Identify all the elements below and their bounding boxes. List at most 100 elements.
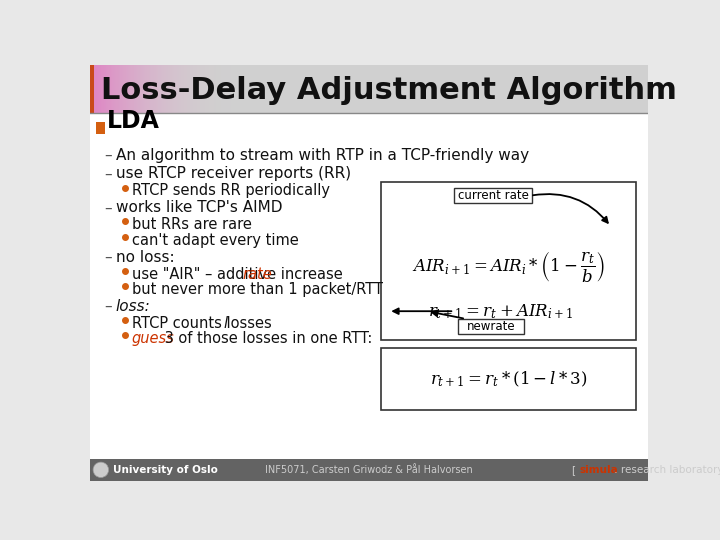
- Bar: [228, 65, 229, 112]
- Bar: [214, 65, 215, 112]
- Bar: [316, 65, 318, 112]
- Bar: [264, 65, 265, 112]
- Bar: [458, 319, 524, 334]
- Bar: [293, 65, 294, 112]
- Bar: [151, 65, 153, 112]
- Bar: [286, 65, 287, 112]
- Bar: [240, 65, 242, 112]
- Bar: [143, 65, 144, 112]
- Bar: [161, 65, 162, 112]
- Bar: [265, 65, 266, 112]
- Text: loss:: loss:: [116, 299, 150, 314]
- Text: –: –: [104, 299, 112, 314]
- Bar: [257, 65, 258, 112]
- Bar: [122, 65, 123, 112]
- Text: works like TCP's AIMD: works like TCP's AIMD: [116, 200, 282, 215]
- Bar: [266, 65, 267, 112]
- Bar: [236, 65, 238, 112]
- Bar: [258, 65, 259, 112]
- Bar: [147, 65, 148, 112]
- Bar: [291, 65, 292, 112]
- Text: Loss-Delay Adjustment Algorithm: Loss-Delay Adjustment Algorithm: [101, 76, 677, 105]
- Bar: [235, 65, 236, 112]
- Bar: [285, 65, 286, 112]
- Bar: [229, 65, 230, 112]
- Bar: [170, 65, 171, 112]
- Bar: [191, 65, 192, 112]
- Bar: [294, 65, 295, 112]
- Bar: [121, 65, 122, 112]
- Bar: [192, 65, 193, 112]
- Bar: [106, 65, 107, 112]
- Text: LDA: LDA: [107, 109, 160, 132]
- Bar: [107, 65, 108, 112]
- Bar: [381, 182, 636, 340]
- Bar: [189, 65, 191, 112]
- Bar: [222, 65, 223, 112]
- Bar: [250, 65, 251, 112]
- Bar: [166, 65, 168, 112]
- Text: $r_{t+1} = r_t + AIR_{i+1}$: $r_{t+1} = r_t + AIR_{i+1}$: [428, 302, 573, 321]
- Bar: [282, 65, 284, 112]
- Bar: [159, 65, 161, 112]
- Circle shape: [93, 462, 109, 477]
- Bar: [233, 65, 234, 112]
- Bar: [299, 65, 300, 112]
- Bar: [153, 65, 155, 112]
- Bar: [248, 65, 249, 112]
- Bar: [301, 65, 302, 112]
- Bar: [96, 65, 98, 112]
- Bar: [194, 65, 195, 112]
- Bar: [199, 65, 200, 112]
- Bar: [129, 65, 130, 112]
- Bar: [259, 65, 261, 112]
- Text: –: –: [104, 166, 112, 181]
- Bar: [176, 65, 177, 112]
- Bar: [312, 65, 314, 112]
- Bar: [99, 65, 100, 112]
- Bar: [243, 65, 244, 112]
- Bar: [304, 65, 305, 112]
- Bar: [112, 65, 113, 112]
- Bar: [186, 65, 187, 112]
- Text: but RRs are rare: but RRs are rare: [132, 217, 252, 232]
- Bar: [93, 65, 94, 112]
- Bar: [141, 65, 142, 112]
- Bar: [90, 459, 648, 481]
- Bar: [279, 65, 280, 112]
- Bar: [108, 65, 109, 112]
- Bar: [267, 65, 269, 112]
- Bar: [204, 65, 206, 112]
- Bar: [292, 65, 293, 112]
- Bar: [148, 65, 149, 112]
- Bar: [276, 65, 278, 112]
- Bar: [323, 65, 325, 112]
- Bar: [230, 65, 231, 112]
- Bar: [255, 65, 256, 112]
- Bar: [104, 65, 106, 112]
- Bar: [295, 65, 297, 112]
- Bar: [271, 65, 272, 112]
- Bar: [168, 65, 170, 112]
- Bar: [270, 65, 271, 112]
- Bar: [163, 65, 164, 112]
- Bar: [117, 65, 119, 112]
- Bar: [90, 112, 648, 459]
- Bar: [127, 65, 128, 112]
- Bar: [314, 65, 315, 112]
- Bar: [98, 65, 99, 112]
- Bar: [315, 65, 316, 112]
- Bar: [136, 65, 138, 112]
- Text: $r_{t+1} = r_t * (1 - l*3)$: $r_{t+1} = r_t * (1 - l*3)$: [430, 369, 588, 389]
- Bar: [253, 65, 255, 112]
- Bar: [145, 65, 147, 112]
- Bar: [305, 65, 306, 112]
- Bar: [187, 65, 189, 112]
- Text: University of Oslo: University of Oslo: [113, 465, 218, 475]
- Text: RTCP sends RR periodically: RTCP sends RR periodically: [132, 184, 330, 198]
- Bar: [234, 65, 235, 112]
- Bar: [172, 65, 174, 112]
- Bar: [142, 65, 143, 112]
- Bar: [307, 65, 308, 112]
- Bar: [149, 65, 150, 112]
